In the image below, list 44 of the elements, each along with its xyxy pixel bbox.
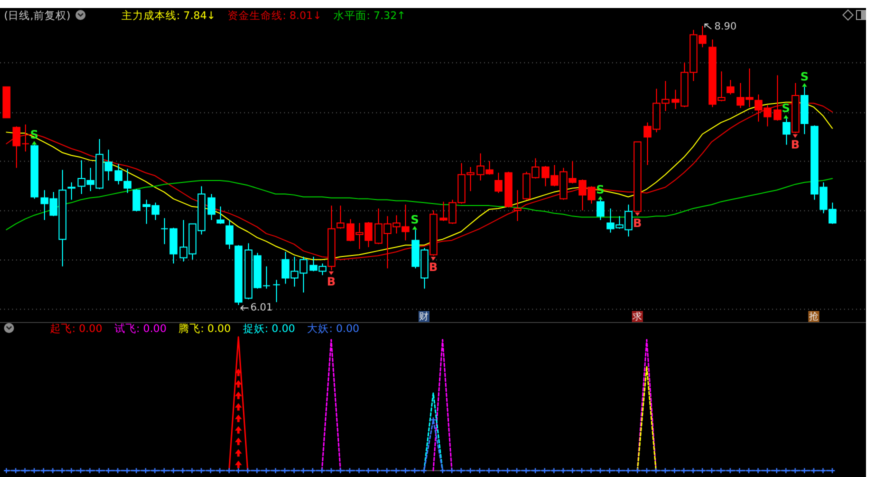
point: [634, 212, 640, 216]
text: 水平面: 7.32↑: [334, 9, 406, 22]
candlestick: [226, 220, 234, 250]
text: S: [782, 101, 790, 116]
point: [328, 271, 334, 275]
text: 捉妖: 0.00: [242, 323, 296, 335]
annotation: 8.90: [714, 22, 737, 32]
x-tick-label: 抢: [808, 310, 819, 322]
candlestick: [234, 244, 242, 306]
point: [598, 196, 603, 200]
text: 试飞: 0.00: [114, 322, 167, 335]
text: 主力成本线: 7.84↓: [122, 9, 216, 22]
point: [783, 114, 788, 119]
text: 大妖: 0.00: [307, 322, 360, 335]
text: B: [633, 216, 642, 230]
candlestick: [2, 86, 10, 118]
candlestick: [216, 206, 224, 224]
chart-title: (日线,前复权): [4, 9, 71, 22]
point: [32, 141, 37, 145]
candlestick: [514, 190, 522, 222]
candlestick: [494, 172, 502, 194]
series-label: B: [326, 274, 336, 289]
text: B: [790, 138, 800, 152]
text: 腾飞: 0.00: [178, 323, 231, 335]
candlestick: [132, 188, 140, 212]
text: 起飞: 0.00: [50, 323, 102, 335]
candlestick: [726, 80, 734, 96]
x-tick-label: 财: [419, 310, 429, 322]
text: 资金生命线: 8.01↓: [228, 9, 322, 22]
candlestick: [208, 193, 216, 221]
text: S: [800, 69, 809, 84]
point: [412, 226, 418, 230]
candlestick: [272, 279, 280, 303]
point: [430, 256, 436, 260]
candlestick: [68, 182, 76, 200]
x-tick-label: 求: [632, 310, 642, 322]
series-label: S: [410, 212, 419, 226]
candlestick: [124, 168, 132, 194]
candlestick: [774, 74, 782, 122]
candlestick: [792, 82, 800, 134]
annotation: 6.01: [250, 302, 273, 314]
text: B: [428, 260, 438, 274]
candlestick: [114, 164, 122, 185]
candlestick: [504, 171, 512, 208]
